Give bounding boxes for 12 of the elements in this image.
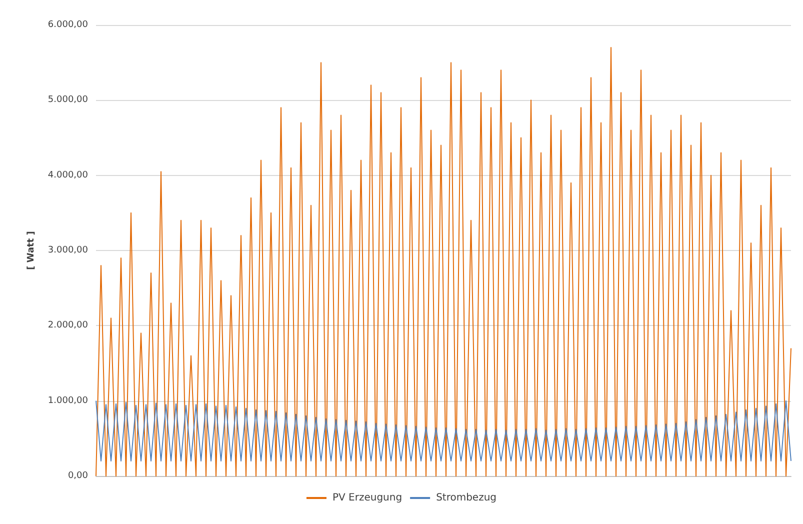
legend-label: Strombezug bbox=[436, 492, 497, 504]
line-series bbox=[96, 47, 792, 476]
line-series bbox=[96, 400, 792, 462]
y-tick-label: 4.000,00 bbox=[48, 170, 88, 180]
legend-label: PV Erzeugung bbox=[332, 492, 402, 504]
y-tick-label: 1.000,00 bbox=[48, 396, 88, 406]
y-tick-label: 3.000,00 bbox=[48, 246, 88, 256]
y-tick-label: 2.000,00 bbox=[48, 320, 88, 331]
y-tick-label: 5.000,00 bbox=[48, 95, 88, 106]
y-tick-label: 0,00 bbox=[68, 471, 88, 481]
y-tick-label: 6.000,00 bbox=[48, 20, 88, 30]
y-axis-title: [ Watt ] bbox=[26, 231, 36, 270]
